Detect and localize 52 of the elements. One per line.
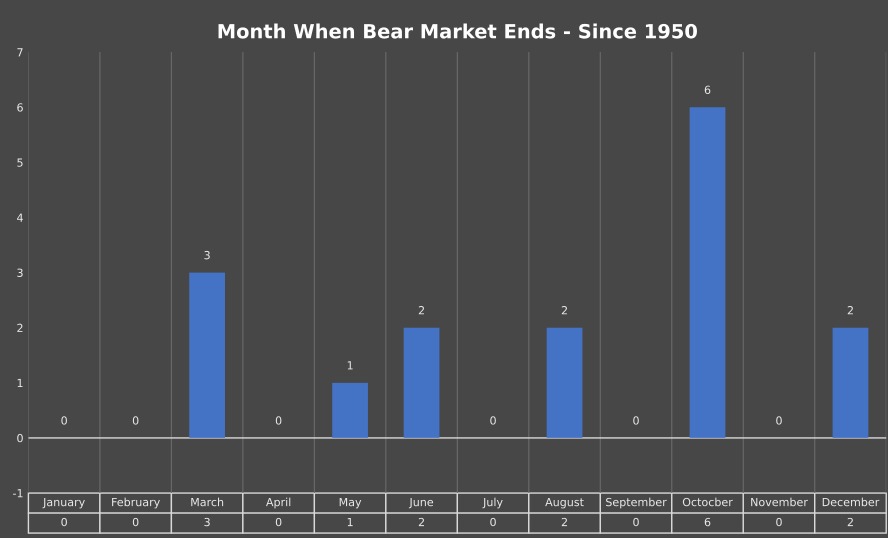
- y-tick-label: 3: [17, 268, 23, 277]
- bar: [332, 382, 368, 438]
- y-tick-label: 5: [17, 158, 23, 167]
- data-label: 6: [704, 518, 710, 526]
- x-tick-label: Octocber: [682, 498, 733, 506]
- annotation: 0: [276, 416, 282, 425]
- annotation: 0: [776, 416, 782, 425]
- annotation: 0: [132, 416, 138, 425]
- y-tick-label: 2: [17, 324, 22, 332]
- bar: [189, 272, 225, 438]
- y-tick-label: -1: [13, 489, 23, 498]
- annotation: 0: [633, 416, 639, 425]
- bar: [690, 107, 726, 438]
- x-tick-label: February: [112, 498, 160, 508]
- y-tick-label: 1: [18, 378, 23, 388]
- data-label: 2: [848, 518, 853, 526]
- annotation: 3: [204, 250, 210, 260]
- data-label: 3: [204, 518, 210, 526]
- y-tick-label: 0: [17, 434, 23, 442]
- annotation: 2: [562, 306, 567, 314]
- bar: [546, 328, 582, 438]
- x-tick-label: January: [42, 498, 85, 508]
- y-tick-label: 4: [17, 214, 23, 222]
- x-tick-label: May: [340, 498, 362, 508]
- annotation: 6: [704, 86, 710, 94]
- x-tick-label: March: [191, 498, 224, 506]
- bar: [404, 328, 440, 438]
- data-label: 0: [776, 518, 782, 526]
- annotation: 2: [418, 306, 424, 314]
- data-label: 0: [61, 518, 67, 526]
- annotation: 2: [848, 306, 853, 314]
- data-label: 2: [562, 518, 567, 526]
- x-tick-label: July: [482, 498, 503, 508]
- data-label: 2: [418, 518, 424, 526]
- x-tick-label: September: [606, 498, 667, 508]
- data-label: 0: [633, 518, 639, 526]
- x-tick-label: November: [751, 498, 808, 506]
- annotation: 0: [490, 416, 496, 425]
- chart-title: Month When Bear Market Ends - Since 1950: [218, 24, 697, 39]
- y-tick-label: 7: [17, 48, 23, 56]
- x-tick-label: August: [545, 498, 584, 508]
- y-tick-label: 6: [17, 103, 23, 112]
- data-label: 0: [490, 518, 496, 526]
- x-tick-label: December: [822, 498, 880, 506]
- x-tick-label: April: [266, 498, 290, 508]
- data-label: 0: [132, 518, 138, 526]
- annotation: 0: [61, 416, 67, 425]
- data-label: 0: [276, 518, 282, 526]
- x-tick-label: June: [408, 498, 434, 508]
- data-label: 1: [348, 518, 353, 526]
- bar: [832, 328, 868, 438]
- annotation: 1: [348, 361, 353, 370]
